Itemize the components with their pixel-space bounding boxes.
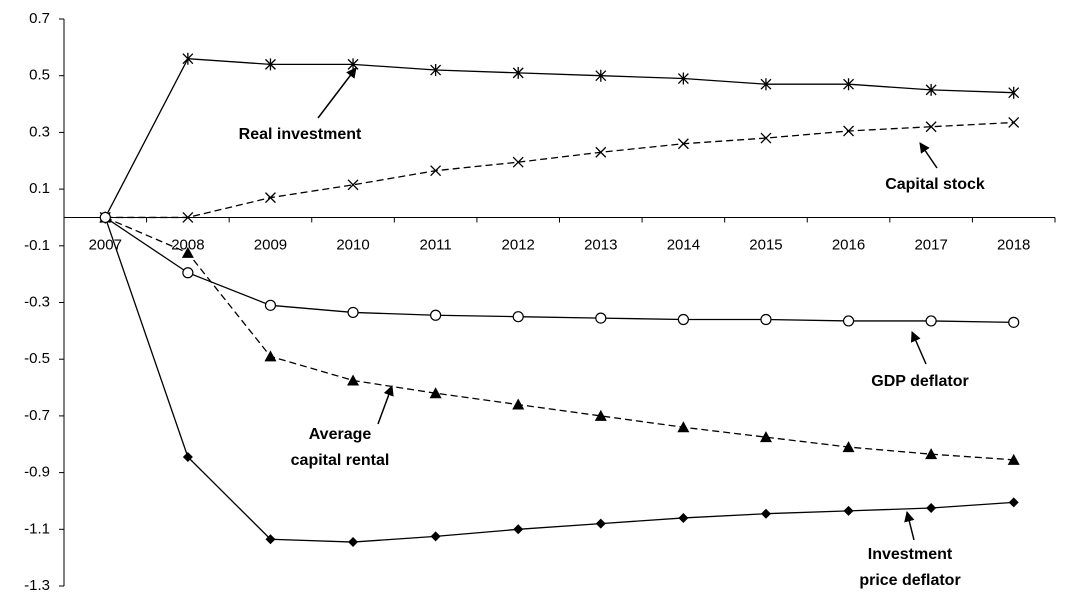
- x-tick-label: 2009: [254, 236, 287, 253]
- marker: [182, 52, 194, 65]
- marker: [595, 312, 607, 324]
- annotation-arrow: [910, 331, 927, 365]
- x-tick-label: 2016: [832, 236, 865, 253]
- marker: [842, 441, 855, 453]
- x-tick-label: 2015: [749, 236, 782, 253]
- marker: [512, 398, 525, 410]
- marker: [181, 246, 194, 258]
- marker: [513, 524, 524, 535]
- y-tick-label: 0.3: [29, 123, 50, 140]
- annotation: GDP deflator: [871, 373, 969, 390]
- marker: [760, 508, 771, 519]
- marker: [429, 387, 442, 399]
- annotation-arrow: [904, 510, 915, 541]
- annotation: price deflator: [859, 572, 960, 589]
- x-tick-label: 2012: [502, 236, 535, 253]
- marker: [677, 72, 689, 85]
- y-tick-label: 0.5: [29, 67, 50, 84]
- marker: [347, 306, 359, 319]
- marker: [843, 125, 855, 137]
- marker: [595, 146, 607, 158]
- marker: [595, 518, 606, 529]
- annotation-arrow: [317, 67, 357, 119]
- marker: [347, 374, 360, 386]
- marker: [430, 64, 442, 77]
- marker: [348, 537, 359, 548]
- y-tick-label: -1.3: [24, 577, 50, 594]
- x-tick-label: 2013: [584, 236, 617, 253]
- x-tick-label: 2010: [336, 236, 369, 253]
- y-tick-label: -1.1: [24, 520, 50, 537]
- marker: [264, 299, 277, 311]
- y-tick-label: 0.7: [29, 10, 50, 27]
- marker: [430, 309, 442, 321]
- marker: [1007, 453, 1020, 465]
- marker: [99, 211, 111, 224]
- annotation: Investment: [868, 546, 953, 563]
- marker: [594, 409, 607, 421]
- marker: [264, 58, 276, 71]
- y-tick-label: 0.1: [29, 180, 50, 197]
- series-line: [105, 216, 1014, 461]
- marker: [512, 66, 524, 79]
- marker: [595, 69, 607, 82]
- marker: [265, 534, 276, 545]
- y-tick-label: -0.9: [24, 464, 50, 481]
- marker: [843, 505, 854, 516]
- annotation: Capital stock: [885, 176, 985, 193]
- x-tick-label: 2011: [419, 236, 451, 253]
- marker: [677, 138, 689, 150]
- y-tick-label: -0.1: [24, 237, 50, 254]
- marker: [925, 83, 937, 96]
- marker: [512, 156, 524, 168]
- marker: [677, 313, 689, 326]
- marker: [182, 452, 193, 463]
- series-line: [104, 217, 1014, 543]
- marker: [760, 132, 772, 144]
- annotation: Real investment: [239, 126, 362, 143]
- marker: [264, 192, 276, 204]
- x-tick-label: 2014: [667, 236, 700, 253]
- annotation-arrow: [919, 142, 938, 169]
- series-line: [105, 121, 1014, 219]
- marker: [843, 78, 855, 91]
- marker: [430, 531, 441, 542]
- marker: [925, 315, 937, 327]
- marker: [925, 121, 937, 133]
- marker: [760, 78, 772, 91]
- y-tick-label: -0.7: [24, 407, 50, 424]
- series-line: [104, 58, 1014, 218]
- annotation-arrow: [377, 385, 394, 425]
- x-tick-label: 2018: [997, 236, 1030, 253]
- marker: [264, 350, 277, 362]
- marker: [1008, 497, 1019, 508]
- marker: [1008, 86, 1020, 99]
- series-line: [104, 216, 1014, 323]
- marker: [678, 512, 689, 523]
- marker: [182, 267, 194, 279]
- marker: [512, 311, 524, 323]
- marker: [182, 211, 194, 223]
- marker: [347, 179, 359, 191]
- marker: [1008, 316, 1020, 328]
- marker: [677, 421, 690, 433]
- marker: [925, 448, 938, 460]
- annotation: Average: [309, 426, 372, 443]
- marker: [430, 165, 442, 177]
- marker: [759, 431, 772, 443]
- annotation: capital rental: [291, 452, 390, 469]
- marker: [1008, 117, 1020, 128]
- y-tick-label: -0.3: [24, 293, 50, 310]
- y-tick-label: -0.5: [24, 350, 50, 367]
- marker: [842, 315, 855, 327]
- x-tick-label: 2017: [914, 236, 947, 253]
- marker: [926, 503, 937, 514]
- marker: [760, 313, 772, 326]
